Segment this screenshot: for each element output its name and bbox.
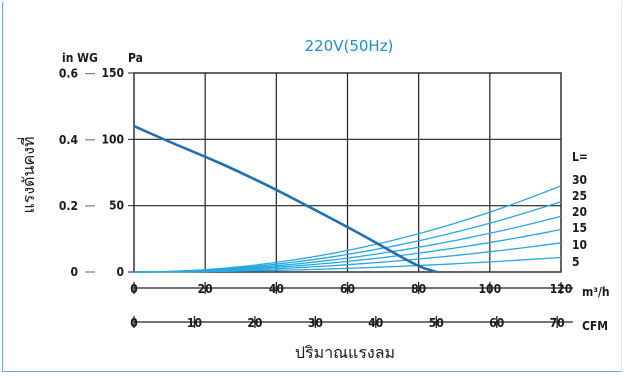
y-left-unit: in WG: [62, 51, 98, 65]
system-curve-label: 10: [572, 238, 587, 252]
x-secondary-tick-label: 20: [247, 316, 262, 330]
y-right-unit: Pa: [128, 51, 143, 65]
tick-labels: 0 50 100 150 0 0.2 0.4 0.6 0 20 40 60 80 100 120 0 10 20 3…: [59, 66, 587, 330]
x-axis-title: ปริมาณแรงลม: [295, 343, 395, 362]
x-secondary-tick-label: 0: [130, 316, 138, 330]
x-secondary-tick-label: 10: [187, 316, 202, 330]
x-primary-tick-label: 40: [269, 282, 284, 296]
chart-title: 220V(50Hz): [305, 37, 394, 55]
x-secondary-unit: CFM: [582, 319, 608, 333]
y-pa-tick-label: 100: [101, 132, 124, 146]
y-axis-title: แรงดันคงที่: [17, 136, 38, 213]
y-inwg-tick-label: 0: [70, 265, 78, 279]
series: [132, 124, 562, 274]
x-primary-tick-label: 100: [479, 282, 502, 296]
y-inwg-tick-label: 0.2: [59, 199, 78, 213]
x-primary-tick-label: 120: [550, 282, 573, 296]
x-secondary-tick-label: 60: [489, 316, 504, 330]
x-primary-tick-label: 80: [411, 282, 426, 296]
system-curve-label: 20: [572, 205, 587, 219]
x-primary-unit: m³/h: [582, 285, 610, 299]
fan-curve-line: [132, 124, 437, 274]
system-curve-label: 5: [572, 255, 580, 269]
grid: [133, 72, 562, 273]
axes: [85, 72, 573, 328]
x-secondary-tick-label: 50: [429, 316, 444, 330]
x-primary-tick-label: 0: [130, 282, 138, 296]
y-inwg-tick-label: 0.6: [59, 67, 78, 81]
y-pa-tick-label: 50: [109, 199, 124, 213]
y-pa-tick-label: 150: [101, 66, 124, 80]
system-curve-label: 15: [572, 221, 587, 235]
x-secondary-tick-label: 30: [308, 316, 323, 330]
system-curve-header: L=: [572, 150, 588, 164]
system-curve-label: 30: [572, 173, 587, 187]
x-primary-tick-label: 60: [340, 282, 355, 296]
y-inwg-tick-label: 0.4: [59, 133, 79, 147]
x-secondary-tick-label: 70: [550, 316, 565, 330]
chart-frame: [2, 2, 622, 372]
x-primary-unit-text: m³/h: [582, 285, 610, 299]
y-pa-tick-label: 0: [116, 265, 124, 279]
system-curve-line: [134, 256, 562, 273]
x-secondary-tick-label: 40: [368, 316, 383, 330]
x-primary-tick-label: 20: [198, 282, 213, 296]
system-curve-label: 25: [572, 189, 587, 203]
